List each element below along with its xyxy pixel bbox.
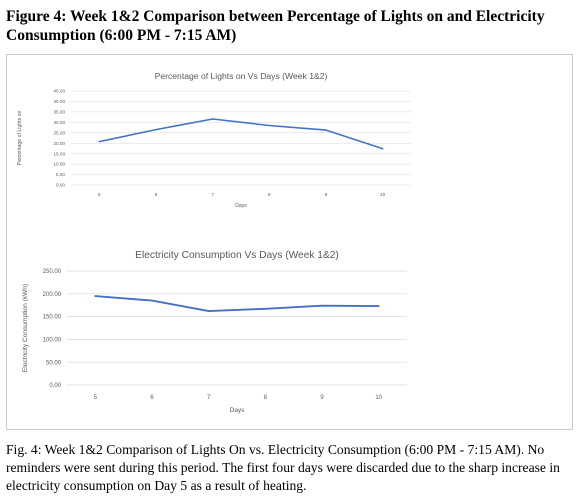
charts-svg: Percentage of Lights on Vs Days (Week 1&… <box>17 71 411 414</box>
chart-1-y-tick-label: 10.00 <box>54 162 66 167</box>
chart-2-x-tick-label: 9 <box>320 395 324 401</box>
chart-1-x-tick-label: 6 <box>155 192 158 197</box>
chart-2-y-tick-label: 50.00 <box>46 360 62 366</box>
chart-2-x-tick-label: 8 <box>264 395 268 401</box>
chart-1-x-axis-label: Days <box>235 203 247 209</box>
chart-1-title: Percentage of Lights on Vs Days (Week 1&… <box>155 71 328 81</box>
chart-2-y-tick-label: 0.00 <box>49 383 61 389</box>
chart-2-y-tick-label: 150.00 <box>43 315 62 321</box>
chart-1-y-tick-label: 25.00 <box>54 130 66 135</box>
chart-2-x-tick-label: 6 <box>150 395 154 401</box>
chart-1-y-tick-label: 20.00 <box>54 141 66 146</box>
chart-2-series-line <box>94 295 380 313</box>
charts-container: Percentage of Lights on Vs Days (Week 1&… <box>6 54 573 430</box>
chart-2-x-tick-label: 5 <box>94 395 98 401</box>
figure-caption: Fig. 4: Week 1&2 Comparison of Lights On… <box>6 442 560 493</box>
chart-1-x-tick-label: 10 <box>380 192 386 197</box>
chart-1-x-tick-label: 7 <box>211 192 214 197</box>
chart-1-y-tick-label: 0.00 <box>56 183 65 188</box>
chart-2-x-tick-label: 10 <box>375 395 382 401</box>
chart-2-x-tick-label: 7 <box>207 395 211 401</box>
chart-2-x-axis-label: Days <box>230 407 245 414</box>
chart-1-y-tick-label: 45.00 <box>54 89 66 94</box>
chart-2-y-tick-label: 250.00 <box>43 269 62 275</box>
chart-1-y-tick-label: 40.00 <box>54 99 66 104</box>
chart-2-y-tick-label: 100.00 <box>43 338 62 344</box>
chart-1-y-axis-label: Percentage of Lights on <box>17 110 23 165</box>
chart-1-series-line <box>98 118 384 150</box>
chart-1-y-tick-label: 15.00 <box>54 151 66 156</box>
figure-title: Figure 4: Week 1&2 Comparison between Pe… <box>6 8 545 44</box>
chart-1-x-tick-label: 9 <box>325 192 328 197</box>
chart-2-y-axis-label: Electricity Consumption (kWh) <box>22 284 29 372</box>
chart-2-title: Electricity Consumption Vs Days (Week 1&… <box>135 250 339 261</box>
chart-2-y-tick-label: 200.00 <box>43 292 62 298</box>
chart-1-y-tick-label: 35.00 <box>54 109 66 114</box>
chart-1-x-tick-label: 8 <box>268 192 271 197</box>
chart-1-y-tick-label: 30.00 <box>54 120 66 125</box>
chart-1-x-tick-label: 5 <box>98 192 101 197</box>
chart-1-y-tick-label: 5.00 <box>56 172 65 177</box>
